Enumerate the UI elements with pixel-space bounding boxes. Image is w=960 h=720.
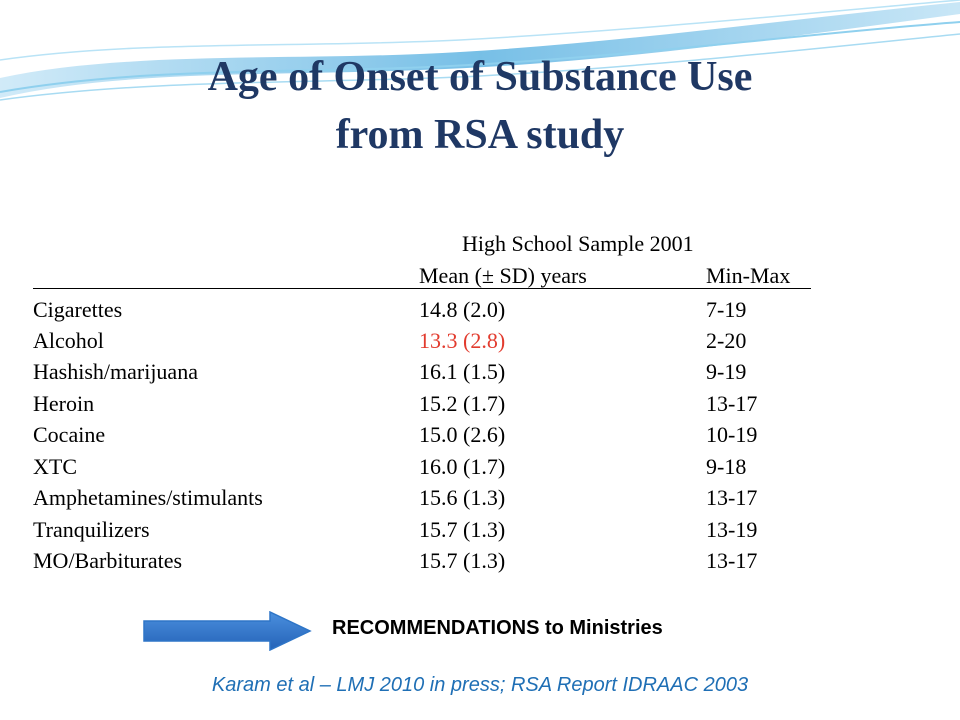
min-max-value: 13-17 [706, 485, 758, 510]
min-max-value: 10-19 [706, 422, 758, 447]
table-row: MO/Barbiturates 15.7 (1.3) 13-17 [0, 548, 960, 578]
mean-sd-value: 16.1 (1.5) [419, 359, 506, 384]
min-max-value: 2-20 [706, 328, 747, 353]
substance-name: Tranquilizers [33, 517, 150, 542]
min-max-value: 9-19 [706, 359, 747, 384]
table-row: Hashish/marijuana 16.1 (1.5) 9-19 [0, 359, 960, 389]
mean-sd-value: 16.0 (1.7) [419, 454, 506, 479]
min-max-value: 7-19 [706, 297, 747, 322]
mean-sd-value: 13.3 (2.8) [419, 328, 506, 353]
table-header-rule [33, 288, 811, 289]
mean-sd-value: 15.2 (1.7) [419, 391, 506, 416]
header-wave-decoration [0, 0, 960, 101]
min-max-value: 13-17 [706, 391, 758, 416]
min-max-value: 13-19 [706, 517, 758, 542]
substance-name: Heroin [33, 391, 95, 416]
table-row: Amphetamines/stimulants 15.6 (1.3) 13-17 [0, 485, 960, 515]
mean-sd-value: 15.6 (1.3) [419, 485, 506, 510]
mean-sd-value: 15.7 (1.3) [419, 548, 506, 573]
sample-header: High School Sample 2001 [462, 231, 694, 256]
table-row: Cocaine 15.0 (2.6) 10-19 [0, 422, 960, 452]
table-row: Heroin 15.2 (1.7) 13-17 [0, 391, 960, 421]
column-header-minmax: Min-Max [706, 263, 791, 288]
substance-name: XTC [33, 454, 77, 479]
min-max-value: 9-18 [706, 454, 747, 479]
slide-title: Age of Onset of Substance Use [207, 54, 753, 100]
column-header-mean: Mean (± SD) years [419, 263, 587, 288]
recommendations-text: RECOMMENDATIONS to Ministries [332, 617, 663, 639]
substance-name: Cocaine [33, 422, 106, 447]
substance-name: MO/Barbiturates [33, 548, 183, 573]
citation-text: Karam et al – LMJ 2010 in press; RSA Rep… [211, 674, 749, 696]
substance-name: Alcohol [33, 328, 104, 353]
substance-name: Amphetamines/stimulants [33, 485, 263, 510]
substance-name: Hashish/marijuana [33, 359, 198, 384]
table-row: Alcohol 13.3 (2.8) 2-20 [0, 328, 960, 358]
table-row: XTC 16.0 (1.7) 9-18 [0, 454, 960, 484]
substance-name: Cigarettes [33, 297, 123, 322]
mean-sd-value: 15.0 (2.6) [419, 422, 506, 447]
slide-subtitle: from RSA study [335, 112, 625, 158]
table-row: Tranquilizers 15.7 (1.3) 13-19 [0, 517, 960, 547]
right-arrow-icon [143, 611, 312, 651]
min-max-value: 13-17 [706, 548, 758, 573]
mean-sd-value: 15.7 (1.3) [419, 517, 506, 542]
mean-sd-value: 14.8 (2.0) [419, 297, 506, 322]
table-row: Cigarettes 14.8 (2.0) 7-19 [0, 297, 960, 327]
